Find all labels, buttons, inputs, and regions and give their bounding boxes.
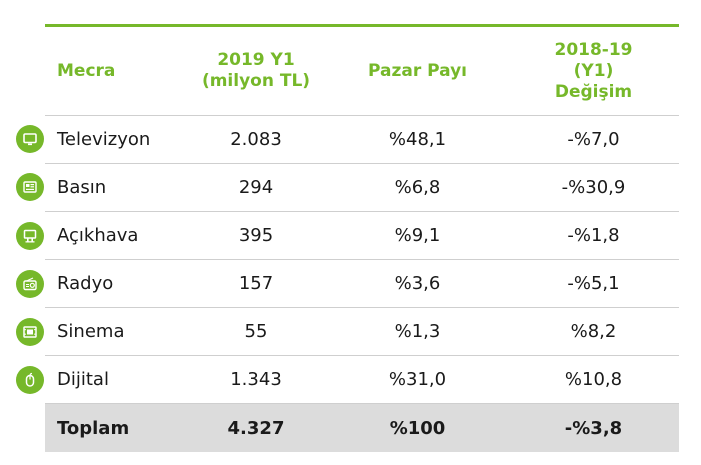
- row-media: Sinema: [45, 307, 185, 356]
- row-share: %31,0: [327, 355, 508, 404]
- media-table: Mecra 2019 Y1 (milyon TL) Pazar Payı 2018…: [45, 27, 679, 452]
- row-value: 55: [185, 307, 327, 356]
- newspaper-icon: [16, 173, 44, 201]
- row-value: 2.083: [185, 115, 327, 164]
- table-row: Radyo 157 %3,6 -%5,1: [45, 259, 679, 308]
- row-share: %9,1: [327, 211, 508, 260]
- row-media: Radyo: [45, 259, 185, 308]
- radio-icon: [16, 270, 44, 298]
- row-value: 157: [185, 259, 327, 308]
- row-change: -%5,1: [508, 259, 679, 308]
- row-value: 1.343: [185, 355, 327, 404]
- table-top-rule: [45, 24, 679, 27]
- total-share: %100: [327, 403, 508, 452]
- table-row: Dijital 1.343 %31,0 %10,8: [45, 355, 679, 404]
- billboard-icon: [16, 222, 44, 250]
- row-value: 395: [185, 211, 327, 260]
- total-media: Toplam: [45, 403, 185, 452]
- header-change: 2018-19 (Y1) Değişim: [508, 27, 679, 116]
- row-media: Açıkhava: [45, 211, 185, 260]
- row-media: Dijital: [45, 355, 185, 404]
- total-value: 4.327: [185, 403, 327, 452]
- row-change: -%7,0: [508, 115, 679, 164]
- row-media: Basın: [45, 163, 185, 212]
- table-row: Sinema 55 %1,3 %8,2: [45, 307, 679, 356]
- film-icon: [16, 318, 44, 346]
- row-media: Televizyon: [45, 115, 185, 164]
- row-share: %6,8: [327, 163, 508, 212]
- row-share: %3,6: [327, 259, 508, 308]
- table-row: Açıkhava 395 %9,1 -%1,8: [45, 211, 679, 260]
- header-value: 2019 Y1 (milyon TL): [185, 27, 327, 116]
- header-row: Mecra 2019 Y1 (milyon TL) Pazar Payı 2018…: [45, 27, 679, 116]
- total-change: -%3,8: [508, 403, 679, 452]
- row-share: %1,3: [327, 307, 508, 356]
- row-change: %10,8: [508, 355, 679, 404]
- row-change: -%1,8: [508, 211, 679, 260]
- row-change: -%30,9: [508, 163, 679, 212]
- header-share: Pazar Payı: [327, 27, 508, 116]
- row-change: %8,2: [508, 307, 679, 356]
- header-media: Mecra: [45, 27, 185, 116]
- mouse-icon: [16, 366, 44, 394]
- table-row: Televizyon 2.083 %48,1 -%7,0: [45, 115, 679, 164]
- television-icon: [16, 125, 44, 153]
- media-table-container: Mecra 2019 Y1 (milyon TL) Pazar Payı 2018…: [45, 24, 679, 452]
- table-row: Basın 294 %6,8 -%30,9: [45, 163, 679, 212]
- row-share: %48,1: [327, 115, 508, 164]
- row-value: 294: [185, 163, 327, 212]
- total-row: Toplam 4.327 %100 -%3,8: [45, 403, 679, 452]
